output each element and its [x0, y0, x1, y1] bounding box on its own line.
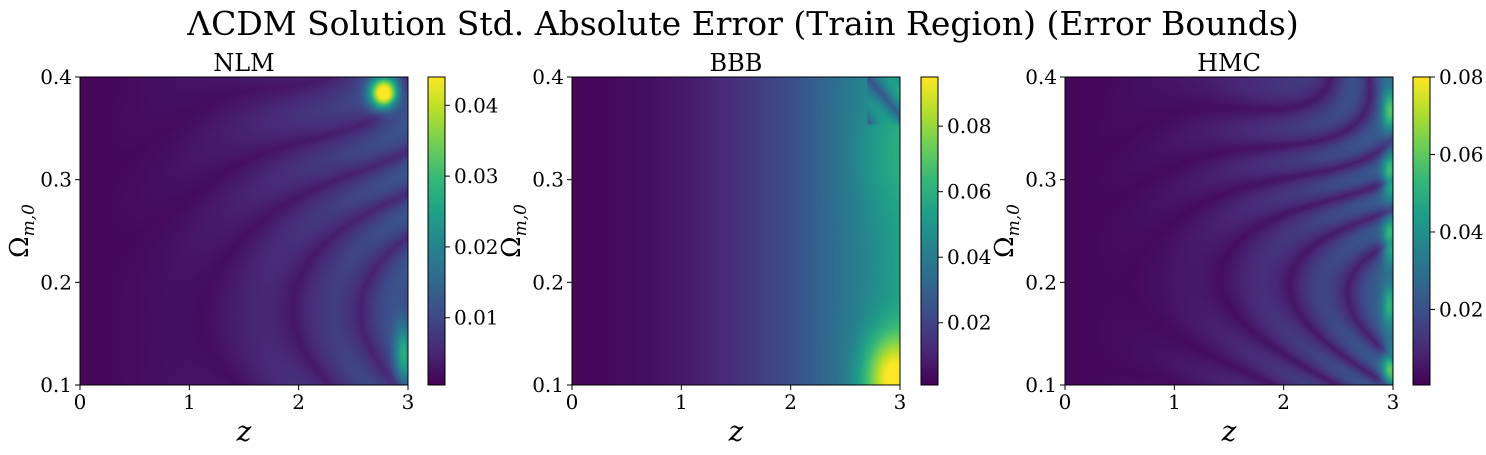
- x-axis-label: z: [728, 415, 744, 448]
- axes-frame: [79, 76, 409, 386]
- y-tick-label: 0.1: [40, 373, 72, 397]
- axes-frame: [1064, 76, 1394, 386]
- x-axis-label: z: [1221, 415, 1237, 448]
- y-axis-label: Ωm,0: [5, 204, 39, 258]
- axes-frame: [571, 76, 901, 386]
- colorbar-tick-label: 0.06: [947, 180, 992, 204]
- colorbar-tick-label: 0.04: [1439, 220, 1484, 244]
- x-tick-label: 1: [675, 390, 688, 414]
- x-tick-label: 2: [292, 390, 305, 414]
- subplot-title: HMC: [1197, 49, 1261, 77]
- y-tick-label: 0.1: [532, 373, 564, 397]
- colorbar-tick-label: 0.06: [1439, 142, 1484, 166]
- x-tick-label: 1: [1168, 390, 1181, 414]
- x-tick-label: 3: [402, 390, 415, 414]
- x-tick-label: 2: [1277, 390, 1290, 414]
- subplot-3: HMC 0 1 2 3 0.1 0.2 0.3 0.4 z Ωm,0 0.02 0.04 0.06 0.08: [990, 49, 1484, 448]
- y-tick-label: 0.2: [40, 270, 72, 294]
- y-axis-label: Ωm,0: [990, 204, 1024, 258]
- colorbar-tick-label: 0.01: [454, 306, 499, 330]
- colorbar-tick-label: 0.04: [947, 245, 992, 269]
- colorbar: [920, 76, 939, 386]
- y-tick-label: 0.3: [40, 168, 72, 192]
- figure-title: ΛCDM Solution Std. Absolute Error (Train…: [187, 4, 1299, 43]
- x-tick-label: 0: [74, 390, 87, 414]
- y-tick-label: 0.4: [40, 65, 72, 89]
- y-tick-label: 0.2: [1025, 270, 1057, 294]
- subplot-1: NLM 0 1 2 3 0.1 0.2 0.3 0.4 z Ωm,0 0.01 0.02 0.03 0.04: [5, 49, 499, 448]
- subplot-2: BBB 0 1 2 3 0.1 0.2 0.3 0.4 z Ωm,0 0.02 0.04 0.06 0.08: [497, 49, 992, 448]
- colorbar-tick-label: 0.04: [454, 93, 499, 117]
- heatmap-image: [1065, 77, 1393, 385]
- y-tick-label: 0.3: [532, 168, 564, 192]
- x-tick-label: 0: [1059, 390, 1072, 414]
- y-tick-label: 0.4: [1025, 65, 1057, 89]
- colorbar-tick-label: 0.02: [454, 235, 499, 259]
- x-tick-label: 3: [1387, 390, 1400, 414]
- x-tick-label: 2: [784, 390, 797, 414]
- subplot-title: BBB: [710, 49, 763, 77]
- x-tick-label: 3: [894, 390, 907, 414]
- subplot-title: NLM: [213, 49, 275, 77]
- y-tick-label: 0.4: [532, 65, 564, 89]
- x-tick-label: 1: [183, 390, 196, 414]
- y-tick-label: 0.3: [1025, 168, 1057, 192]
- x-axis-label: z: [236, 415, 252, 448]
- colorbar-tick-label: 0.02: [947, 311, 992, 335]
- colorbar: [427, 76, 446, 386]
- colorbar-tick-label: 0.08: [947, 114, 992, 138]
- y-tick-label: 0.2: [532, 270, 564, 294]
- colorbar-tick-label: 0.08: [1439, 65, 1484, 89]
- heatmap-image: [80, 77, 408, 385]
- y-tick-label: 0.1: [1025, 373, 1057, 397]
- colorbar: [1412, 76, 1431, 386]
- heatmap-image: [572, 77, 900, 385]
- y-axis-label: Ωm,0: [497, 204, 531, 258]
- x-tick-label: 0: [566, 390, 579, 414]
- colorbar-tick-label: 0.03: [454, 164, 499, 188]
- colorbar-tick-label: 0.02: [1439, 297, 1484, 321]
